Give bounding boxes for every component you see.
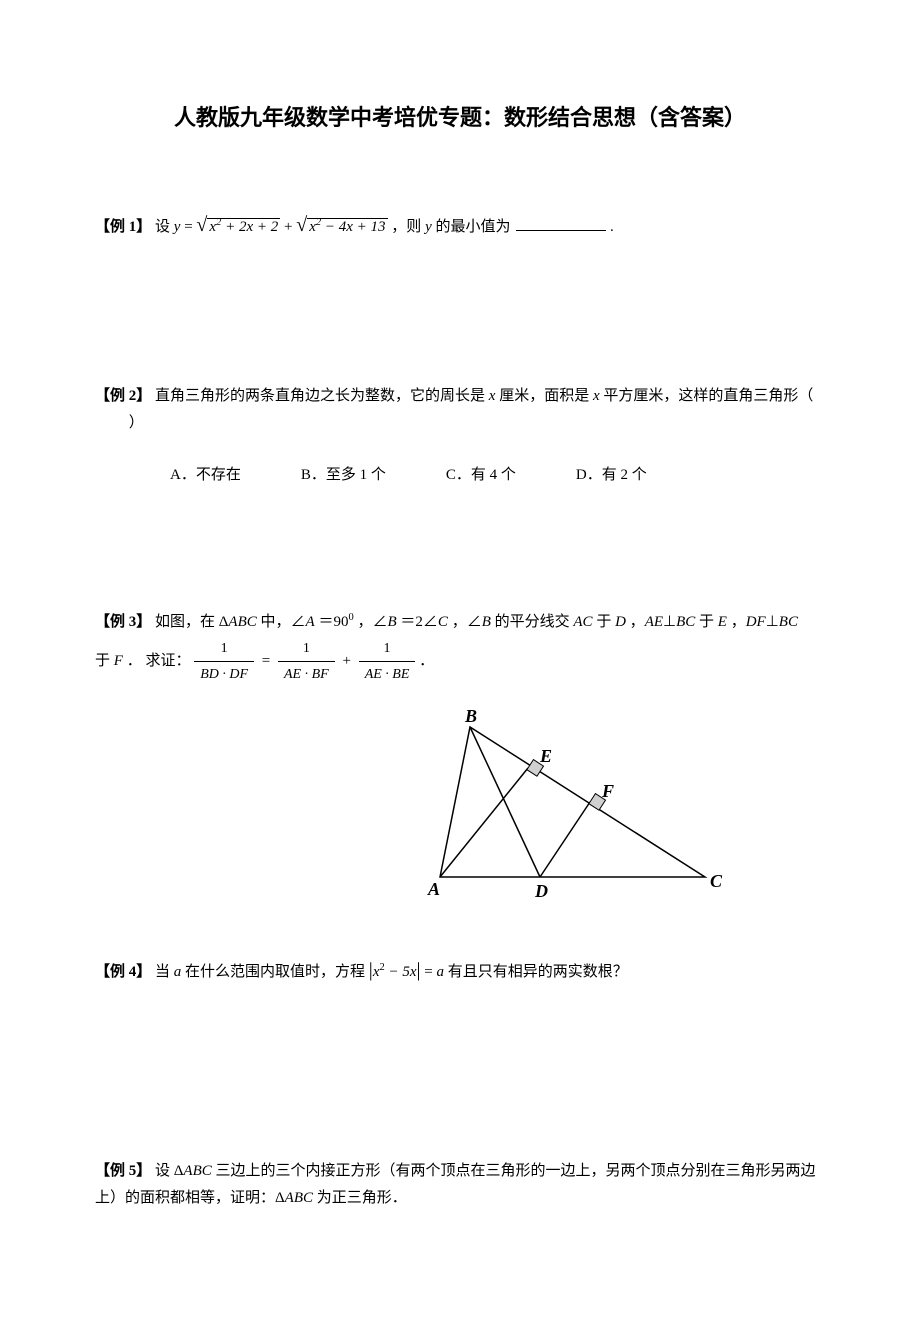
frac-3: 1 AE · BE bbox=[359, 636, 416, 687]
plus-sign: + bbox=[284, 219, 296, 235]
p4-text1: 当 bbox=[155, 964, 174, 980]
p3-df: DF bbox=[746, 614, 766, 630]
var-y: y bbox=[174, 219, 181, 235]
p3-d: D bbox=[615, 614, 626, 630]
triangle-diagram-container: A B C D E F bbox=[95, 707, 825, 907]
p3-text7: 的平分线交 bbox=[495, 614, 574, 630]
plus-frac: + bbox=[342, 653, 350, 669]
problem-2-text4: ） bbox=[129, 415, 144, 431]
label-D: D bbox=[534, 881, 548, 901]
problem-2-label: 【例 2】 bbox=[95, 388, 151, 404]
p5-text3: 为正三角形． bbox=[317, 1190, 407, 1206]
problem-2-options: A．不存在 B．至多 1 个 C．有 4 个 D．有 2 个 bbox=[95, 462, 825, 489]
p4-var-a2: a bbox=[437, 964, 445, 980]
abs-close: | bbox=[417, 959, 421, 981]
p3-b: B bbox=[387, 614, 396, 630]
p3-bc: BC bbox=[676, 614, 695, 630]
option-d: D．有 2 个 bbox=[576, 462, 647, 489]
p3-text2: 中，∠ bbox=[261, 614, 306, 630]
p4-var-a: a bbox=[174, 964, 182, 980]
p3-text10: 于 bbox=[699, 614, 718, 630]
p3-bc2: BC bbox=[779, 614, 798, 630]
option-c: C．有 4 个 bbox=[446, 462, 516, 489]
problem-1-text-pre: 设 bbox=[155, 219, 174, 235]
var-y-2: y bbox=[425, 219, 432, 235]
sqrt-1: √x2 + 2x + 2 bbox=[196, 207, 280, 243]
p3-ac: AC bbox=[573, 614, 592, 630]
blank-answer-line bbox=[516, 230, 606, 231]
p5-abc2: ABC bbox=[285, 1190, 313, 1206]
triangle-diagram: A B C D E F bbox=[380, 707, 740, 907]
label-B: B bbox=[464, 707, 477, 726]
p3-text11: ． 求证： bbox=[127, 653, 191, 669]
p3-a: A bbox=[306, 614, 315, 630]
period: . bbox=[610, 219, 614, 235]
p3-text8: 于 bbox=[596, 614, 615, 630]
p3-text9: ， bbox=[630, 614, 645, 630]
problem-2-text2: 厘米，面积是 bbox=[499, 388, 593, 404]
abs-content: x2 − 5x bbox=[373, 964, 417, 980]
frac-1: 1 BD · DF bbox=[194, 636, 254, 687]
p3-text9b: ， bbox=[731, 614, 746, 630]
problem-1: 【例 1】 设 y = √x2 + 2x + 2 + √x2 − 4x + 13… bbox=[95, 207, 825, 243]
p3-abc: ABC bbox=[228, 614, 256, 630]
var-x-2: x bbox=[593, 388, 600, 404]
p3-text5: ＝2∠ bbox=[400, 614, 438, 630]
problem-4: 【例 4】 当 a 在什么范围内取值时，方程 |x2 − 5x| = a 有且只… bbox=[95, 952, 825, 988]
p3-text3: ＝ bbox=[318, 614, 333, 630]
p3-period: ． bbox=[419, 653, 434, 669]
p3-text4: ，∠ bbox=[357, 614, 387, 630]
eq-sign: = bbox=[184, 219, 196, 235]
option-b: B．至多 1 个 bbox=[301, 462, 386, 489]
eq-1: = bbox=[262, 653, 270, 669]
problem-2-text: 直角三角形的两条直角边之长为整数，它的周长是 bbox=[155, 388, 489, 404]
p3-90: 90 bbox=[333, 614, 348, 630]
var-x-1: x bbox=[489, 388, 496, 404]
problem-4-label: 【例 4】 bbox=[95, 964, 151, 980]
problem-1-text-after: 的最小值为 bbox=[435, 219, 510, 235]
p4-eq: = bbox=[424, 964, 436, 980]
label-C: C bbox=[710, 871, 723, 891]
p3-deg: 0 bbox=[348, 612, 353, 623]
p3-ae: AE bbox=[645, 614, 663, 630]
p3-e: E bbox=[718, 614, 727, 630]
p5-abc: ABC bbox=[183, 1163, 211, 1179]
p3-c: C bbox=[438, 614, 448, 630]
label-A: A bbox=[427, 879, 440, 899]
problem-2-text3: 平方厘米，这样的直角三角形（ bbox=[603, 388, 813, 404]
p4-text3: 有且只有相异的两实数根？ bbox=[448, 964, 628, 980]
p5-text1: 设 Δ bbox=[155, 1163, 183, 1179]
frac-2: 1 AE · BF bbox=[278, 636, 335, 687]
label-F: F bbox=[601, 781, 614, 801]
p3-perp2: ⊥ bbox=[766, 614, 779, 630]
page-title: 人教版九年级数学中考培优专题：数形结合思想（含答案） bbox=[95, 100, 825, 132]
problem-3-label: 【例 3】 bbox=[95, 614, 151, 630]
p3-f: F bbox=[114, 653, 123, 669]
option-a: A．不存在 bbox=[170, 462, 241, 489]
problem-3: 【例 3】 如图，在 ΔABC 中，∠A ＝900 ，∠B ＝2∠C ，∠B 的… bbox=[95, 609, 825, 687]
p4-text2: 在什么范围内取值时，方程 bbox=[185, 964, 369, 980]
problem-1-text-mid: ，则 bbox=[391, 219, 425, 235]
sqrt-2: √x2 − 4x + 13 bbox=[296, 207, 387, 243]
problem-2: 【例 2】 直角三角形的两条直角边之长为整数，它的周长是 x 厘米，面积是 x … bbox=[95, 383, 825, 489]
p3-text1: 如图，在 Δ bbox=[155, 614, 228, 630]
p3-perp1: ⊥ bbox=[663, 614, 676, 630]
problem-1-label: 【例 1】 bbox=[95, 219, 151, 235]
problem-5: 【例 5】 设 ΔABC 三边上的三个内接正方形（有两个顶点在三角形的一边上，另… bbox=[95, 1158, 825, 1212]
problem-5-label: 【例 5】 bbox=[95, 1163, 151, 1179]
p3-text6: ，∠ bbox=[452, 614, 482, 630]
label-E: E bbox=[539, 746, 552, 766]
p3-b2: B bbox=[482, 614, 491, 630]
p3-text10b: 于 bbox=[95, 653, 114, 669]
